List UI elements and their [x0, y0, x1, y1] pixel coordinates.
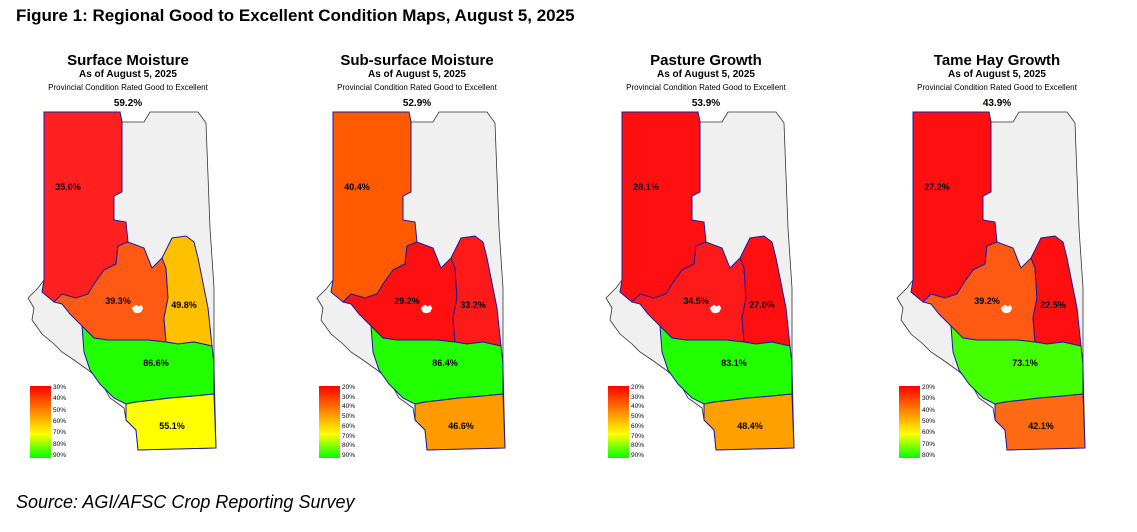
legend-label: 60% [53, 418, 67, 425]
legend-label: 60% [631, 422, 645, 430]
alberta-region-map: 35.0% 39.3% 49.8% 86.6% 55.1% [27, 111, 217, 451]
map-title: Sub-surface Moisture [340, 52, 494, 69]
map-subtitle: Provincial Condition Rated Good to Excel… [626, 83, 786, 92]
legend-label: 50% [631, 413, 645, 421]
legend-label: 50% [922, 418, 936, 425]
legend-label: 70% [342, 432, 356, 440]
color-legend: 20% 30% 40% 50% 60% 70% 80% 90% [319, 384, 359, 459]
map-as-of-date: As of August 5, 2025 [79, 69, 177, 80]
map-as-of-date: As of August 5, 2025 [368, 69, 466, 80]
provincial-rating: 43.9% [982, 98, 1012, 109]
legend-label: 30% [922, 395, 936, 403]
legend-color-bar [899, 386, 920, 458]
legend-label: 40% [53, 395, 67, 403]
legend-label: 80% [342, 442, 356, 450]
legend-label: 70% [922, 440, 936, 448]
value-central: 39.2% [974, 296, 1000, 306]
map-title: Pasture Growth [650, 52, 762, 69]
value-northwest: 28.1% [633, 182, 659, 192]
legend-label: 90% [342, 452, 356, 459]
provincial-rating: 53.9% [691, 98, 721, 109]
legend-label: 60% [922, 429, 936, 437]
provincial-rating: 59.2% [113, 98, 143, 109]
map-title: Surface Moisture [67, 52, 189, 69]
legend-label: 30% [631, 393, 645, 401]
legend-label: 90% [53, 452, 67, 459]
value-northwest: 35.0% [55, 182, 81, 192]
alberta-region-map: 28.1% 34.5% 27.0% 83.1% 48.4% [605, 111, 795, 451]
legend-label: 80% [631, 442, 645, 450]
legend-color-bar [30, 386, 51, 458]
legend-label: 30% [53, 384, 67, 391]
legend-color-bar [608, 386, 629, 458]
legend-label: 20% [922, 384, 936, 391]
map-subtitle: Provincial Condition Rated Good to Excel… [917, 83, 1077, 92]
legend-label: 90% [631, 452, 645, 459]
color-legend: 20% 30% 40% 50% 60% 70% 80% 90% [608, 384, 648, 459]
map-panel-subsurface-moisture: Sub-surface Moisture As of August 5, 202… [307, 50, 597, 470]
legend-label: 70% [631, 432, 645, 440]
region-south [994, 393, 1086, 451]
legend-label: 40% [631, 403, 645, 411]
value-central: 34.5% [683, 296, 709, 306]
value-south-central: 83.1% [721, 358, 747, 368]
map-subtitle: Provincial Condition Rated Good to Excel… [337, 83, 497, 92]
legend-label: 50% [53, 406, 67, 414]
legend-label: 40% [922, 406, 936, 414]
value-northeast: 22.5% [1040, 300, 1066, 310]
alberta-region-map: 40.4% 29.2% 33.2% 86.4% 46.6% [316, 111, 506, 451]
color-legend: 30% 40% 50% 60% 70% 80% 90% [30, 384, 70, 459]
value-northeast: 27.0% [749, 300, 775, 310]
edmonton-marker [1000, 304, 1013, 314]
map-as-of-date: As of August 5, 2025 [657, 69, 755, 80]
value-northeast: 49.8% [171, 300, 197, 310]
value-northwest: 27.2% [924, 182, 950, 192]
value-central: 39.3% [105, 296, 131, 306]
legend-label: 80% [922, 452, 936, 459]
map-panel-tame-hay-growth: Tame Hay Growth As of August 5, 2025 Pro… [887, 50, 1137, 470]
value-south-central: 86.6% [143, 358, 169, 368]
legend-label: 80% [53, 440, 67, 448]
value-south-central: 86.4% [432, 358, 458, 368]
map-panel-pasture-growth: Pasture Growth As of August 5, 2025 Prov… [596, 50, 886, 470]
legend-label: 20% [342, 384, 356, 391]
provincial-rating: 52.9% [402, 98, 432, 109]
map-as-of-date: As of August 5, 2025 [948, 69, 1046, 80]
color-legend: 20% 30% 40% 50% 60% 70% 80% [899, 384, 939, 459]
edmonton-marker [709, 304, 722, 314]
edmonton-marker [420, 304, 433, 314]
map-subtitle: Provincial Condition Rated Good to Excel… [48, 83, 208, 92]
value-south: 46.6% [448, 421, 474, 431]
figure-title: Figure 1: Regional Good to Excellent Con… [16, 6, 575, 25]
map-title: Tame Hay Growth [933, 52, 1061, 69]
legend-color-bar [319, 386, 340, 458]
value-northwest: 40.4% [344, 182, 370, 192]
value-south: 55.1% [159, 421, 185, 431]
alberta-region-map: 27.2% 39.2% 22.5% 73.1% 42.1% [896, 111, 1086, 451]
legend-label: 20% [631, 384, 645, 391]
value-south-central: 73.1% [1012, 358, 1038, 368]
source-note: Source: AGI/AFSC Crop Reporting Survey [16, 492, 355, 512]
region-south [703, 393, 795, 451]
legend-label: 40% [342, 403, 356, 411]
region-south [125, 393, 217, 451]
value-south: 42.1% [1028, 421, 1054, 431]
edmonton-marker [131, 304, 144, 314]
value-south: 48.4% [737, 421, 763, 431]
value-central: 29.2% [394, 296, 420, 306]
value-northeast: 33.2% [460, 300, 486, 310]
legend-label: 50% [342, 413, 356, 421]
region-south [414, 393, 506, 451]
legend-label: 60% [342, 422, 356, 430]
map-panel-surface-moisture: Surface Moisture As of August 5, 2025 Pr… [18, 50, 308, 470]
legend-label: 70% [53, 429, 67, 437]
legend-label: 30% [342, 393, 356, 401]
